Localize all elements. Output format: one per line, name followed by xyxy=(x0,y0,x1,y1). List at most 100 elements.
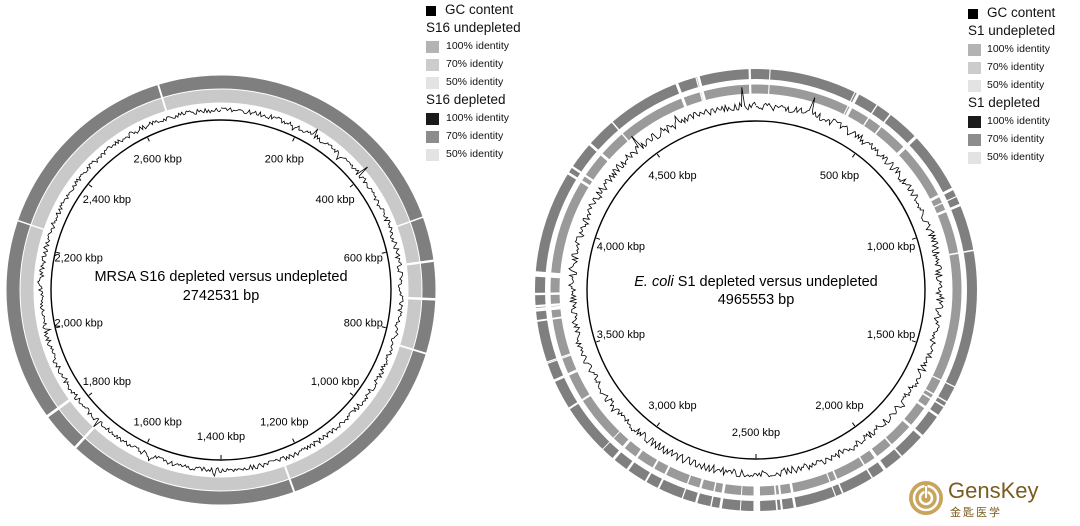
right-plot-genome-size: 4965553 bp xyxy=(718,292,795,308)
legend-item-row: 50% identity xyxy=(968,77,1078,95)
ring-gap xyxy=(396,216,424,228)
ring-gap xyxy=(901,418,924,438)
genskey-logo: GensKey 金匙医学 xyxy=(906,476,1066,522)
ring-gap xyxy=(843,91,856,116)
legend-group2-title-row: S16 depleted xyxy=(426,92,546,110)
ring-gap xyxy=(610,120,630,143)
ring-gap xyxy=(718,482,726,510)
ring-gap xyxy=(534,271,562,276)
kbp-tick-mark xyxy=(596,237,601,240)
genome-backbone xyxy=(586,120,926,460)
ring-gap xyxy=(777,484,784,511)
ring-gap xyxy=(844,92,860,118)
ring-gap xyxy=(709,481,717,508)
swatch-depleted-100 xyxy=(426,113,439,125)
ring-gap xyxy=(935,203,962,216)
swatch-undepleted-50 xyxy=(426,77,439,89)
kbp-tick-mark xyxy=(349,392,354,396)
kbp-tick-mark xyxy=(381,326,386,329)
legend-item-label: 70% identity xyxy=(446,130,504,142)
legend-item-label: 50% identity xyxy=(446,148,504,160)
legend-gc-label: GC content xyxy=(445,2,514,17)
legend-group2-title: S16 depleted xyxy=(426,92,506,107)
ring-gap xyxy=(405,259,435,266)
swatch-depleted-70 xyxy=(968,134,981,146)
legend-item-label: 70% identity xyxy=(987,61,1045,73)
ring-gap xyxy=(588,143,610,162)
legend-group1-title: S16 undepleted xyxy=(426,20,521,35)
kbp-tick-label: 4,000 kbp xyxy=(597,241,645,253)
legend-item-row: 100% identity xyxy=(968,113,1078,131)
kbp-tick-label: 2,500 kbp xyxy=(732,427,780,439)
kbp-tick-label: 1,400 kbp xyxy=(197,431,245,443)
kbp-tick-mark xyxy=(381,251,386,254)
right-legend: GC content S1 undepleted 100% identity 7… xyxy=(968,5,1078,167)
ring-gap xyxy=(157,83,168,112)
kbp-tick-mark xyxy=(88,184,93,188)
ring-gap xyxy=(534,305,562,311)
kbp-tick-mark xyxy=(911,237,916,240)
left-circular-genome-plot: 200 kbp 400 kbp 600 kbp 800 kbp 1,000 kbp 1,2… xyxy=(6,75,437,505)
depleted-identity-ring xyxy=(6,75,436,505)
kbp-tick-label: 1,800 kbp xyxy=(83,376,131,388)
left-plot-title: MRSA S16 depleted versus undepleted xyxy=(94,269,347,285)
right-plot-title: E. coli S1 depleted versus undepleted xyxy=(634,274,877,290)
legend-gc-label: GC content xyxy=(987,5,1056,20)
legend-item-row: 50% identity xyxy=(426,146,546,164)
ring-gap xyxy=(773,484,778,512)
kbp-tick-label: 2,000 kbp xyxy=(815,400,863,412)
kbp-tick-label: 2,600 kbp xyxy=(134,154,182,166)
swatch-undepleted-100 xyxy=(968,44,981,56)
ring-gap xyxy=(694,477,705,505)
kbp-tick-label: 500 kbp xyxy=(820,170,859,182)
gc-swatch xyxy=(426,6,436,16)
genome-backbone xyxy=(50,119,392,461)
ring-gap xyxy=(546,354,572,365)
legend-item-row: 70% identity xyxy=(968,131,1078,149)
ring-gap xyxy=(825,472,837,498)
ring-gap xyxy=(696,75,707,102)
ring-gap xyxy=(748,68,752,95)
ring-gap xyxy=(73,426,96,450)
ring-gap xyxy=(567,393,592,410)
kbp-tick-label: 800 kbp xyxy=(344,318,383,330)
ring-gap xyxy=(739,484,743,512)
legend-item-row: 50% identity xyxy=(968,149,1078,167)
legend-item-label: 100% identity xyxy=(987,43,1051,55)
ring-gap xyxy=(921,392,946,408)
kbp-tick-label: 3,500 kbp xyxy=(597,329,645,341)
legend-item-row: 100% identity xyxy=(426,110,546,128)
gc-content-trace xyxy=(567,87,946,478)
ring-gap xyxy=(536,316,563,322)
gc-swatch xyxy=(968,9,978,19)
legend-item-row: 70% identity xyxy=(426,56,546,74)
legend-item-label: 70% identity xyxy=(446,58,504,70)
depleted-identity-ring xyxy=(535,69,977,511)
legend-gc-row: GC content xyxy=(968,5,1078,23)
kbp-tick-label: 400 kbp xyxy=(316,194,355,206)
ring-gap xyxy=(283,464,296,493)
legend-item-row: 50% identity xyxy=(426,74,546,92)
logo-brand-text: GensKey xyxy=(948,478,1039,503)
legend-item-row: 70% identity xyxy=(426,128,546,146)
kbp-tick-mark xyxy=(656,153,661,158)
kbp-tick-label: 1,500 kbp xyxy=(867,329,915,341)
swatch-undepleted-100 xyxy=(426,41,439,53)
legend-item-row: 100% identity xyxy=(968,41,1078,59)
legend-item-label: 100% identity xyxy=(446,112,510,124)
kbp-tick-mark xyxy=(292,137,295,142)
legend-gc-row: GC content xyxy=(426,2,546,20)
swatch-undepleted-50 xyxy=(968,80,981,92)
ring-gap xyxy=(657,464,671,490)
kbp-tick-mark xyxy=(147,137,150,142)
ring-gap xyxy=(858,455,874,480)
ring-gap xyxy=(694,76,704,103)
kbp-tick-mark xyxy=(851,422,856,427)
kbp-tick-label: 3,000 kbp xyxy=(648,400,696,412)
kbp-tick-mark xyxy=(56,326,61,329)
kbp-tick-label: 2,400 kbp xyxy=(83,194,131,206)
genskey-logo-icon xyxy=(909,481,943,515)
ring-gap xyxy=(675,82,688,109)
swatch-depleted-100 xyxy=(968,116,981,128)
